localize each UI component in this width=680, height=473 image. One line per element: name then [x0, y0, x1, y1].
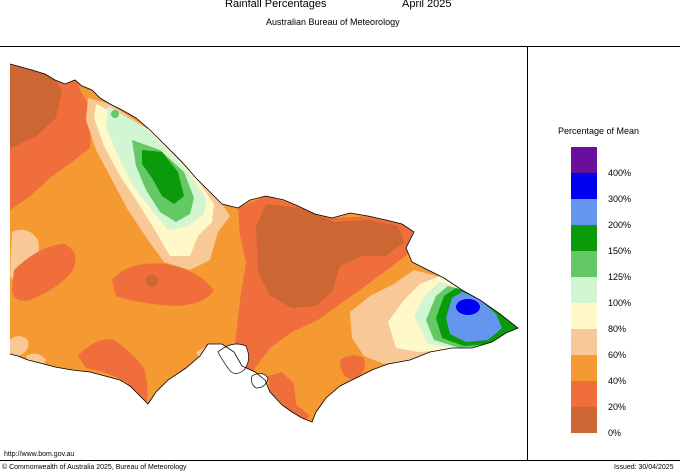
legend-label: 300% [608, 194, 632, 204]
legend-swatch [571, 147, 597, 173]
legend-label: 20% [608, 402, 627, 412]
legend-label: 80% [608, 324, 627, 334]
area-wp-low [268, 372, 310, 422]
legend-swatch [571, 199, 597, 225]
area-central-dot [146, 275, 158, 287]
legend-label: 200% [608, 220, 632, 230]
legend-swatch [571, 173, 597, 199]
title-row: Rainfall Percentages April 2025 [0, 0, 680, 12]
area-central-low [112, 263, 214, 306]
legend-swatch [571, 381, 597, 407]
area-nw-dot [111, 110, 119, 118]
source-url: http://www.bom.gov.au [4, 451, 75, 458]
rainfall-map [9, 63, 519, 423]
area-west-sw-60 [10, 336, 29, 356]
rainfall-areas [10, 64, 518, 422]
map-title: Rainfall Percentages [225, 0, 327, 10]
legend-label: 40% [608, 376, 627, 386]
area-gipps-200-300 [446, 292, 502, 342]
legend-label: 400% [608, 168, 632, 178]
area-ne-driest [256, 204, 404, 308]
legend-label: 125% [608, 272, 632, 282]
area-nw-150-200 [142, 150, 184, 204]
copyright-text: © Commonwealth of Australia 2025, Bureau… [2, 464, 187, 471]
legend-title: Percentage of Mean [558, 126, 640, 136]
area-south-low [340, 355, 365, 380]
legend-label: 60% [608, 350, 627, 360]
area-southwest-low [78, 339, 148, 404]
area-gipps-300-400 [456, 299, 480, 315]
legend-swatch [571, 355, 597, 381]
legend-label: 150% [608, 246, 632, 256]
port-phillip-bay [217, 343, 249, 374]
legend-swatch [571, 329, 597, 355]
legend-swatch [571, 225, 597, 251]
western-port [251, 373, 269, 389]
map-subtitle: Australian Bureau of Meteorology [266, 17, 400, 27]
legend-swatch [571, 303, 597, 329]
legend-swatch [571, 277, 597, 303]
map-date: April 2025 [402, 0, 452, 10]
state-outline [9, 63, 519, 423]
area-west-patch-2 [12, 244, 76, 301]
legend-label: 0% [608, 428, 622, 438]
issued-date: Issued: 30/04/2025 [614, 464, 674, 471]
area-west-driest [10, 64, 62, 148]
frame-divider [527, 46, 528, 461]
legend-label: 100% [608, 298, 632, 308]
map-frame [0, 46, 680, 461]
legend-swatch [571, 407, 597, 433]
legend-swatch [571, 251, 597, 277]
